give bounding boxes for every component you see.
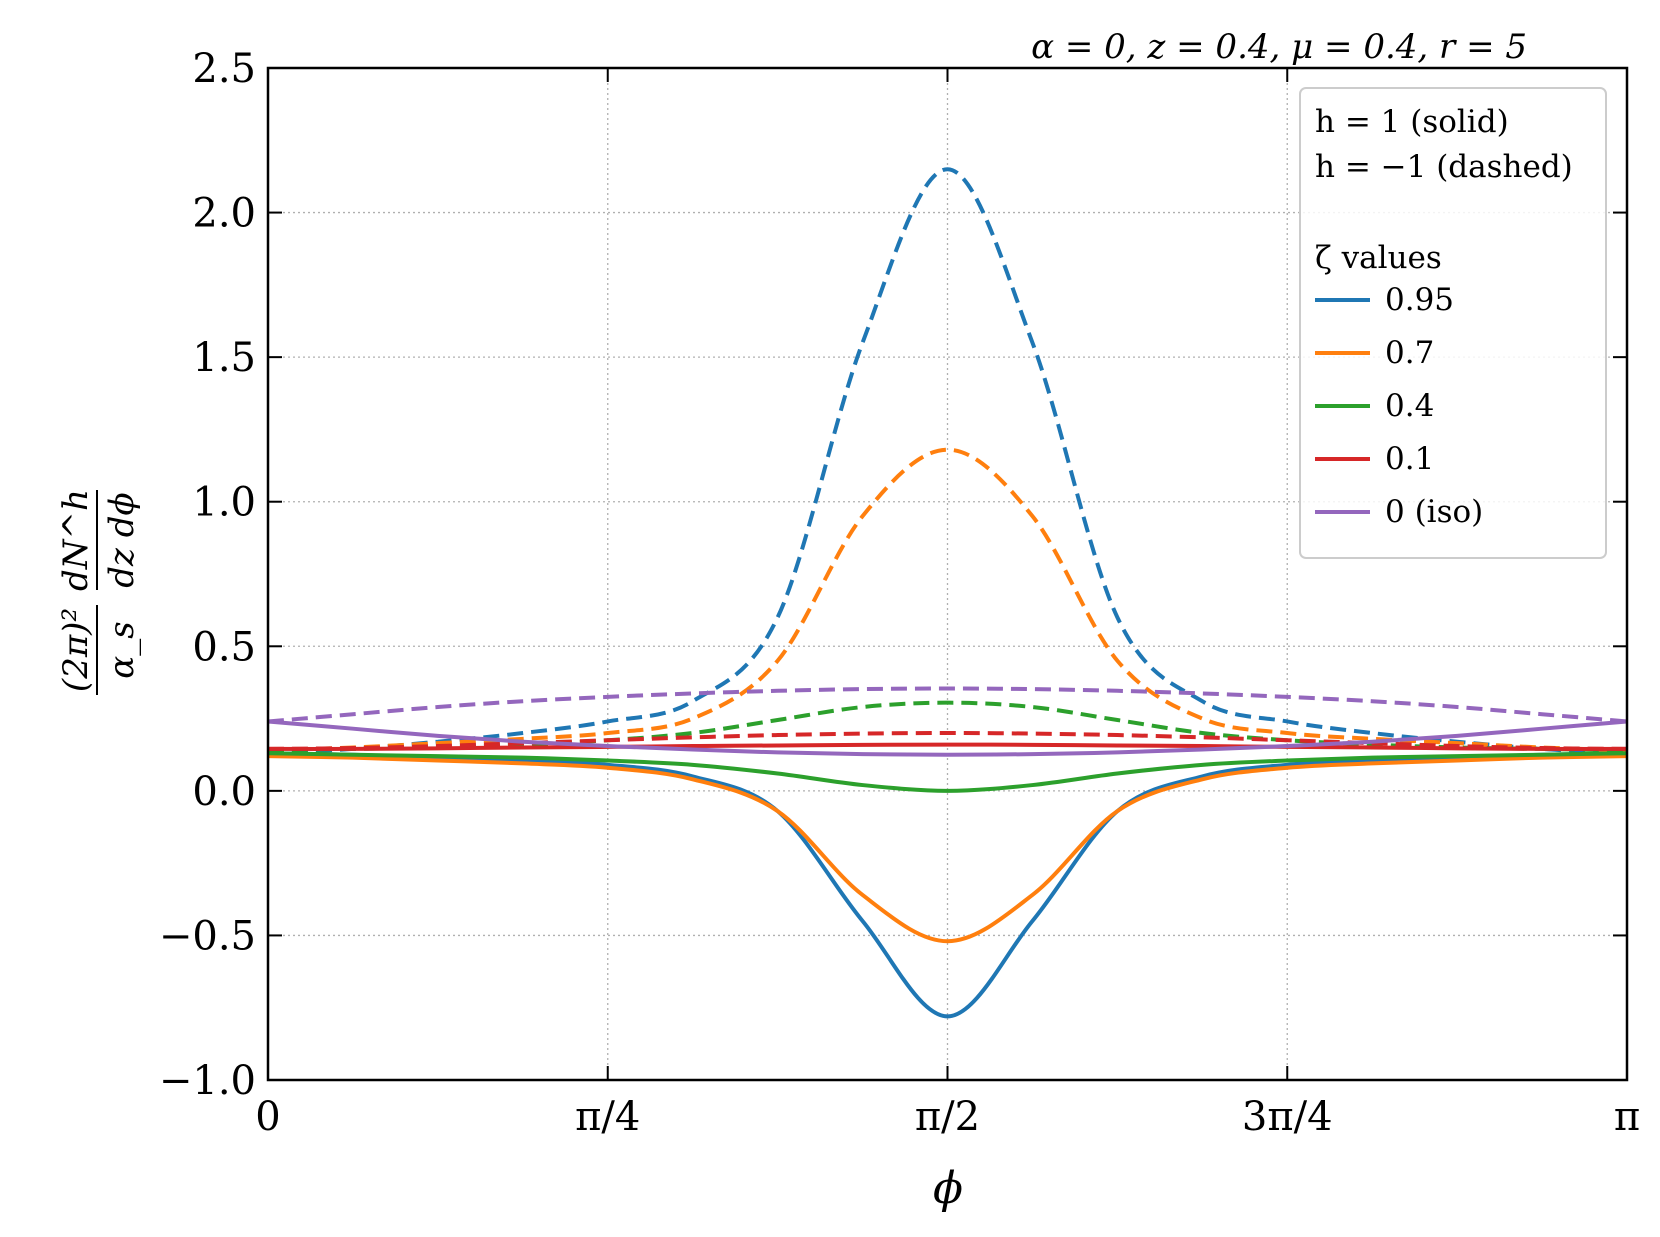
series-line-zeta-0-iso--h-plus bbox=[267, 719, 1628, 757]
y-tick-label: 0.0 bbox=[192, 769, 256, 815]
y-tick-label: 2.0 bbox=[192, 191, 256, 237]
y-axis-numerator: dN^h bbox=[56, 489, 96, 591]
legend-entries: 0.95 0.7 0.4 0.1 0 (iso) bbox=[1315, 282, 1483, 530]
y-tick-label: 1.0 bbox=[192, 480, 256, 526]
y-tick-label: −1.0 bbox=[159, 1058, 256, 1104]
legend: h = 1 (solid) h = −1 (dashed) ζ values 0… bbox=[1299, 87, 1607, 559]
x-axis-title: ϕ bbox=[933, 1163, 963, 1214]
legend-entry-label: 0.4 bbox=[1385, 388, 1434, 424]
y-tick-label: 2.5 bbox=[192, 46, 256, 92]
series-group bbox=[267, 167, 1628, 1019]
series-line-zeta-0-1-h-minus bbox=[267, 731, 1628, 751]
y-axis-denominator: dz dϕ bbox=[102, 492, 142, 587]
series-line-zeta-0-95-h-minus bbox=[267, 167, 1628, 756]
y-tick-label: −0.5 bbox=[159, 913, 256, 959]
legend-box bbox=[1299, 87, 1607, 559]
series-line-zeta-0-95-h-plus bbox=[267, 751, 1628, 1019]
y-tick-label: 0.5 bbox=[192, 624, 256, 670]
plot-title: α = 0, z = 0.4, μ = 0.4, r = 5 bbox=[1031, 27, 1527, 67]
legend-entry-label: 0.1 bbox=[1385, 441, 1434, 477]
y-axis-title: (2π)² α_s dN^h dz dϕ bbox=[56, 489, 142, 695]
x-tick-label: π bbox=[1614, 1094, 1640, 1140]
legend-heading: ζ values bbox=[1315, 240, 1442, 276]
x-tick-label: π/4 bbox=[575, 1094, 640, 1140]
legend-entry-label: 0.7 bbox=[1385, 335, 1434, 371]
series-line-zeta-0-iso--h-minus bbox=[267, 686, 1628, 724]
x-tick-label: 0 bbox=[255, 1094, 280, 1140]
y-axis-prefix: (2π)² bbox=[56, 608, 96, 692]
series-line-zeta-0-1-h-plus bbox=[267, 742, 1628, 751]
axis-ticks: 0 π/4 π/2 3π/4 π 2.5 2.0 1.5 1.0 0.5 0.0 −0.5 −1.0 bbox=[159, 46, 1640, 1140]
y-axis-prefix-den: α_s bbox=[102, 621, 142, 678]
legend-entry-label: 0 (iso) bbox=[1385, 494, 1483, 530]
legend-note-solid: h = 1 (solid) bbox=[1315, 104, 1509, 140]
series-line-zeta-0-7-h-plus bbox=[267, 754, 1628, 944]
legend-entry-label: 0.95 bbox=[1385, 282, 1454, 318]
x-tick-label: 3π/4 bbox=[1242, 1094, 1333, 1140]
series-line-zeta-0-4-h-plus bbox=[267, 751, 1628, 793]
legend-note-dashed: h = −1 (dashed) bbox=[1315, 149, 1573, 185]
x-tick-label: π/2 bbox=[915, 1094, 980, 1140]
y-tick-label: 1.5 bbox=[192, 335, 256, 381]
